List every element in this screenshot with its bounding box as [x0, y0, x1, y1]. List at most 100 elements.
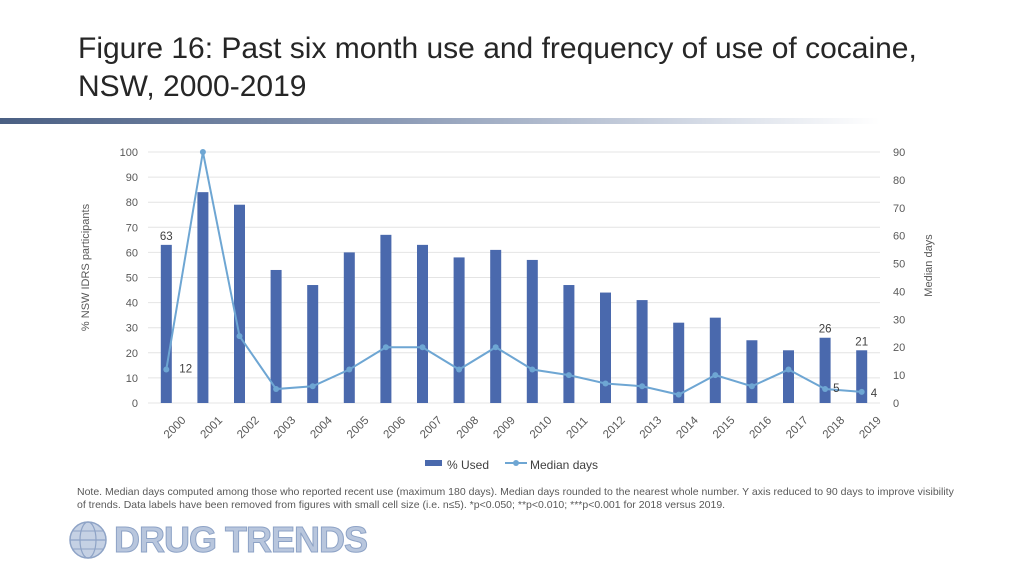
- line-point: [565, 372, 572, 379]
- bar: [783, 350, 794, 403]
- x-tick-label: 2003: [272, 415, 299, 442]
- x-tick-label: 2009: [491, 415, 518, 442]
- globe-icon: [69, 521, 107, 559]
- x-tick-label: 2011: [565, 415, 591, 441]
- line-point: [236, 333, 243, 340]
- x-tick-label: 2006: [382, 415, 409, 442]
- bar: [563, 285, 575, 403]
- line-point: [858, 388, 865, 395]
- y-tick-label: 80: [126, 197, 138, 209]
- bar: [856, 350, 868, 403]
- legend-bar-swatch: [425, 460, 442, 466]
- drug-trends-logo: DRUG TRENDS: [68, 519, 369, 561]
- line-point: [529, 366, 536, 373]
- y-tick-label: 0: [132, 398, 138, 410]
- line-point: [639, 383, 646, 390]
- bar: [160, 244, 172, 403]
- x-tick-label: 2013: [638, 415, 665, 442]
- bar-data-label: 26: [819, 324, 832, 336]
- title-divider: [0, 118, 880, 124]
- x-tick-label: 2000: [162, 415, 189, 442]
- y-tick-label: 70: [126, 222, 138, 234]
- y-tick-label: 30: [126, 323, 138, 335]
- x-tick-label: 2017: [784, 415, 811, 442]
- y-tick-label: 100: [120, 147, 138, 159]
- x-tick-label: 2015: [711, 415, 738, 442]
- x-tick-label: 2010: [528, 415, 555, 442]
- line-point: [163, 366, 170, 373]
- line-point: [346, 366, 353, 373]
- series-line: [165, 151, 862, 396]
- line-point: [273, 386, 280, 393]
- x-tick-label: 2019: [857, 415, 884, 442]
- y2-tick-label: 0: [893, 398, 899, 410]
- bar: [453, 257, 465, 403]
- line-data-label: 12: [179, 364, 192, 376]
- y-axis-title: % NSW IDRS participants: [80, 203, 92, 331]
- x-tick-label: 2002: [235, 415, 262, 442]
- x-tick-label: 2014: [674, 414, 701, 441]
- x-tick-label: 2005: [345, 415, 372, 442]
- x-tick-label: 2007: [418, 415, 445, 442]
- bar: [490, 249, 502, 403]
- line-data-label: 5: [833, 383, 839, 395]
- line-point: [199, 149, 206, 155]
- y2-axis-title: Median days: [923, 234, 935, 297]
- y2-tick-label: 30: [893, 314, 905, 326]
- x-tick-label: 2001: [199, 415, 226, 442]
- y-tick-label: 50: [126, 273, 138, 285]
- x-tick-label: 2008: [455, 415, 482, 442]
- line-data-label: 4: [871, 388, 878, 400]
- y2-tick-label: 70: [893, 203, 905, 215]
- bar: [526, 259, 538, 403]
- legend-line-marker: [513, 460, 519, 466]
- y2-tick-label: 80: [893, 175, 905, 187]
- y-tick-label: 10: [126, 373, 138, 385]
- y-tick-label: 40: [126, 298, 138, 310]
- line-point: [382, 344, 389, 351]
- line-point: [675, 391, 682, 398]
- y2-tick-label: 60: [893, 231, 905, 243]
- legend-bar-label: % Used: [447, 458, 489, 472]
- x-tick-label: 2004: [308, 414, 335, 441]
- bar-data-label: 21: [855, 336, 868, 348]
- line-point: [456, 366, 463, 373]
- bar: [380, 234, 392, 403]
- bar: [307, 285, 319, 403]
- line-point: [309, 383, 316, 390]
- x-tick-label: 2018: [821, 415, 848, 442]
- bar: [270, 269, 282, 403]
- y-tick-label: 90: [126, 172, 138, 184]
- y2-tick-label: 50: [893, 259, 905, 271]
- legend-line-label: Median days: [530, 458, 598, 472]
- line-point: [492, 344, 499, 351]
- chart-note: Note. Median days computed among those w…: [77, 486, 954, 511]
- bar: [417, 244, 428, 403]
- bar: [819, 337, 831, 403]
- bar: [673, 322, 685, 403]
- bar: [197, 192, 209, 403]
- logo-wordmark: DRUG TRENDS: [113, 519, 368, 561]
- y2-tick-label: 10: [893, 370, 905, 382]
- y2-tick-label: 40: [893, 286, 905, 298]
- line-point: [712, 372, 719, 379]
- x-tick-label: 2016: [748, 415, 775, 442]
- y2-tick-label: 20: [893, 342, 905, 354]
- bar: [709, 317, 721, 403]
- bar: [746, 340, 758, 403]
- y-tick-label: 60: [126, 247, 138, 259]
- bar: [234, 204, 245, 403]
- combo-chart: 0 10 20 30 40 50 60 70 80 90 100 0 10 20 30 40 50 60 70 80 9…: [80, 147, 935, 472]
- page-title: Figure 16: Past six month use and freque…: [78, 32, 917, 103]
- line-point: [419, 344, 426, 351]
- bar: [600, 292, 611, 403]
- bar: [343, 252, 355, 403]
- y2-tick-label: 90: [893, 147, 905, 159]
- line-point: [822, 386, 829, 393]
- line-point: [748, 383, 755, 390]
- bar-data-label: 63: [160, 231, 173, 243]
- y-tick-label: 20: [126, 348, 138, 360]
- x-tick-label: 2012: [601, 415, 628, 442]
- bar: [636, 300, 648, 403]
- line-point: [785, 366, 792, 373]
